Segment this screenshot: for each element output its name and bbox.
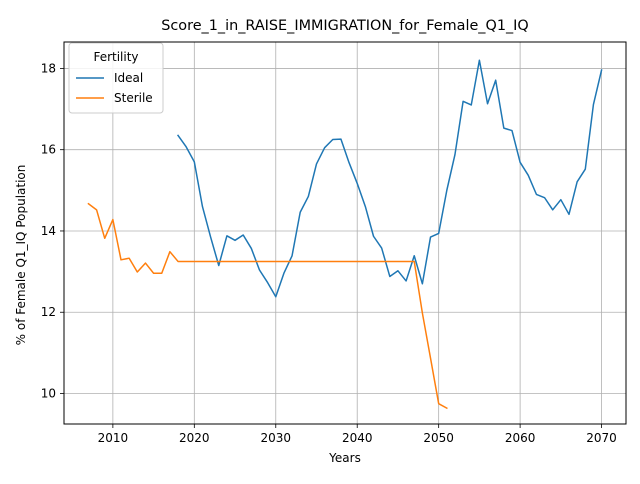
y-tick-label: 16 <box>41 143 56 157</box>
legend-label-sterile: Sterile <box>114 91 153 105</box>
x-tick-label: 2010 <box>98 431 129 445</box>
series-lines <box>87 59 603 410</box>
y-axis-label: % of Female Q1_IQ Population <box>14 165 28 346</box>
y-tick-label: 14 <box>41 224 56 238</box>
x-tick-label: 2020 <box>179 431 210 445</box>
y-tick-label: 18 <box>41 61 56 75</box>
legend: Fertility Ideal Sterile <box>68 42 164 114</box>
plot-frame <box>63 41 627 425</box>
chart-title: Score_1_in_RAISE_IMMIGRATION_for_Female_… <box>161 18 529 34</box>
series-line-ideal <box>176 59 603 298</box>
legend-title: Fertility <box>93 50 138 64</box>
series-line-sterile <box>87 202 448 410</box>
x-tick-label: 2060 <box>505 431 536 445</box>
axis-ticks: 2010 2020 2030 2040 2050 2060 2070 10 12 14 16 18 <box>41 61 617 445</box>
x-axis-label: Years <box>328 451 361 465</box>
legend-label-ideal: Ideal <box>114 71 143 85</box>
x-tick-label: 2070 <box>586 431 617 445</box>
y-tick-label: 10 <box>41 387 56 401</box>
y-tick-label: 12 <box>41 305 56 319</box>
legend-box <box>68 42 164 114</box>
x-tick-label: 2030 <box>260 431 291 445</box>
x-tick-label: 2050 <box>423 431 454 445</box>
x-tick-label: 2040 <box>342 431 373 445</box>
